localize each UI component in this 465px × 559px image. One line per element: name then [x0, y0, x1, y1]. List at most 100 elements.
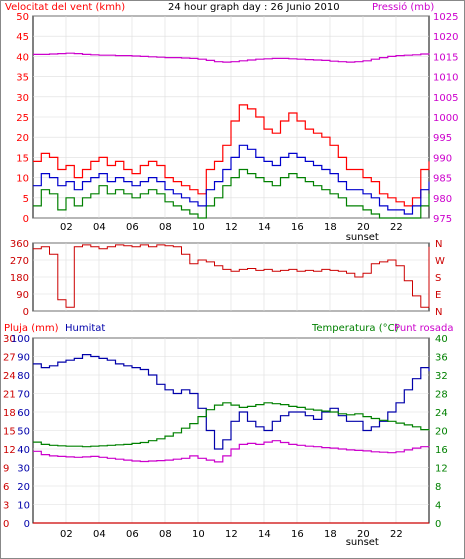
x-tick-label-06: 06: [126, 529, 139, 540]
x-tick-label-18: 18: [324, 222, 337, 233]
x-tick-label-04: 04: [93, 529, 106, 540]
dir-compass-N: N: [435, 239, 442, 250]
series-low: [33, 168, 430, 219]
pressure-tick-1025: 1025: [433, 12, 458, 23]
dir-tick-360: 360: [10, 239, 29, 250]
dir-compass-E: E: [435, 290, 441, 301]
x-tick-label-04: 04: [93, 222, 106, 233]
x-tick-label-06: 06: [126, 222, 139, 233]
wind-tick-15: 15: [16, 153, 29, 164]
temp-tick-40: 40: [435, 334, 448, 345]
x-tick-label-02: 02: [60, 529, 73, 540]
x-tick-label-14: 14: [258, 529, 271, 540]
humidity-tick-60: 60: [17, 408, 30, 419]
temp-tick-24: 24: [435, 408, 448, 419]
sunset-label-top: sunset: [346, 232, 379, 243]
pressure-tick-1020: 1020: [433, 32, 458, 43]
rain-tick-15: 15: [3, 427, 16, 438]
x-tick-label-12: 12: [225, 529, 238, 540]
temp-tick-0: 0: [435, 519, 441, 530]
pressure-tick-985: 985: [433, 174, 452, 185]
sunset-label-bottom: sunset: [346, 537, 379, 548]
x-tick-label-08: 08: [159, 222, 172, 233]
wind-tick-50: 50: [16, 12, 29, 23]
wind-tick-10: 10: [16, 174, 29, 185]
humidity-tick-50: 50: [17, 427, 30, 438]
dir-tick-180: 180: [10, 273, 29, 284]
dir-tick-0: 0: [23, 307, 29, 318]
wind-tick-25: 25: [16, 113, 29, 124]
temp-tick-12: 12: [435, 464, 448, 475]
humidity-tick-100: 100: [11, 334, 30, 345]
humidity-tick-40: 40: [17, 445, 30, 456]
x-tick-label-16: 16: [291, 222, 304, 233]
dir-compass-W: W: [435, 256, 445, 267]
pressure-tick-1000: 1000: [433, 113, 458, 124]
chart-title: 24 hour graph day : 26 Junio 2010: [168, 2, 340, 13]
pressure-tick-980: 980: [433, 194, 452, 205]
x-tick-label-10: 10: [192, 529, 205, 540]
wind-tick-0: 0: [23, 214, 29, 225]
dir-tick-270: 270: [10, 256, 29, 267]
x-tick-label-20: 20: [357, 222, 370, 233]
humidity-tick-70: 70: [17, 390, 30, 401]
humidity-tick-20: 20: [17, 482, 30, 493]
series-direction: [33, 244, 430, 308]
rain-tick-0: 0: [3, 519, 9, 530]
rain-axis-label: Pluja (mm): [4, 323, 59, 334]
pressure-tick-990: 990: [433, 153, 452, 164]
rain-tick-24: 24: [3, 371, 16, 382]
humidity-tick-90: 90: [17, 353, 30, 364]
x-tick-label-14: 14: [258, 222, 271, 233]
series-punt-rosada: [33, 440, 430, 463]
wind-tick-30: 30: [16, 93, 29, 104]
wind-tick-45: 45: [16, 32, 29, 43]
series-pressure: [33, 52, 430, 63]
x-tick-label-08: 08: [159, 529, 172, 540]
rain-tick-21: 21: [3, 390, 16, 401]
dir-compass-N: N: [435, 307, 442, 318]
wind-tick-20: 20: [16, 133, 29, 144]
rain-tick-27: 27: [3, 353, 16, 364]
series-temperatura: [33, 402, 430, 448]
temp-tick-20: 20: [435, 427, 448, 438]
humidity-tick-10: 10: [17, 501, 30, 512]
wind-tick-5: 5: [23, 194, 29, 205]
x-tick-label-02: 02: [60, 222, 73, 233]
pressure-tick-975: 975: [433, 214, 452, 225]
dewpoint-axis-label: Punt rosada: [394, 323, 453, 334]
rain-tick-12: 12: [3, 445, 16, 456]
rain-tick-9: 9: [3, 464, 9, 475]
temp-tick-4: 4: [435, 501, 441, 512]
x-tick-label-16: 16: [291, 529, 304, 540]
x-tick-label-10: 10: [192, 222, 205, 233]
temp-tick-28: 28: [435, 390, 448, 401]
series-humitat: [33, 354, 430, 450]
pressure-tick-995: 995: [433, 133, 452, 144]
wind-tick-35: 35: [16, 73, 29, 84]
rain-tick-3: 3: [3, 501, 9, 512]
temperature-axis-label: Temperatura (°C): [311, 323, 399, 334]
temp-tick-36: 36: [435, 353, 448, 364]
rain-tick-18: 18: [3, 408, 16, 419]
humidity-tick-30: 30: [17, 464, 30, 475]
pressure-tick-1005: 1005: [433, 93, 458, 104]
pressure-tick-1015: 1015: [433, 52, 458, 63]
x-tick-label-12: 12: [225, 222, 238, 233]
humidity-tick-80: 80: [17, 371, 30, 382]
x-tick-label-22: 22: [390, 529, 403, 540]
x-tick-label-22: 22: [390, 222, 403, 233]
wind-axis-label: Velocitat del vent (kmh): [5, 2, 125, 13]
series-average: [33, 144, 430, 215]
rain-tick-6: 6: [3, 482, 9, 493]
x-tick-label-18: 18: [324, 529, 337, 540]
temp-tick-8: 8: [435, 482, 441, 493]
humidity-tick-0: 0: [24, 519, 30, 530]
pressure-axis-label: Pressió (mb): [372, 1, 434, 13]
temp-tick-16: 16: [435, 445, 448, 456]
dir-tick-90: 90: [16, 290, 29, 301]
series-gust: [33, 104, 430, 207]
x-tick-label-20: 20: [357, 529, 370, 540]
